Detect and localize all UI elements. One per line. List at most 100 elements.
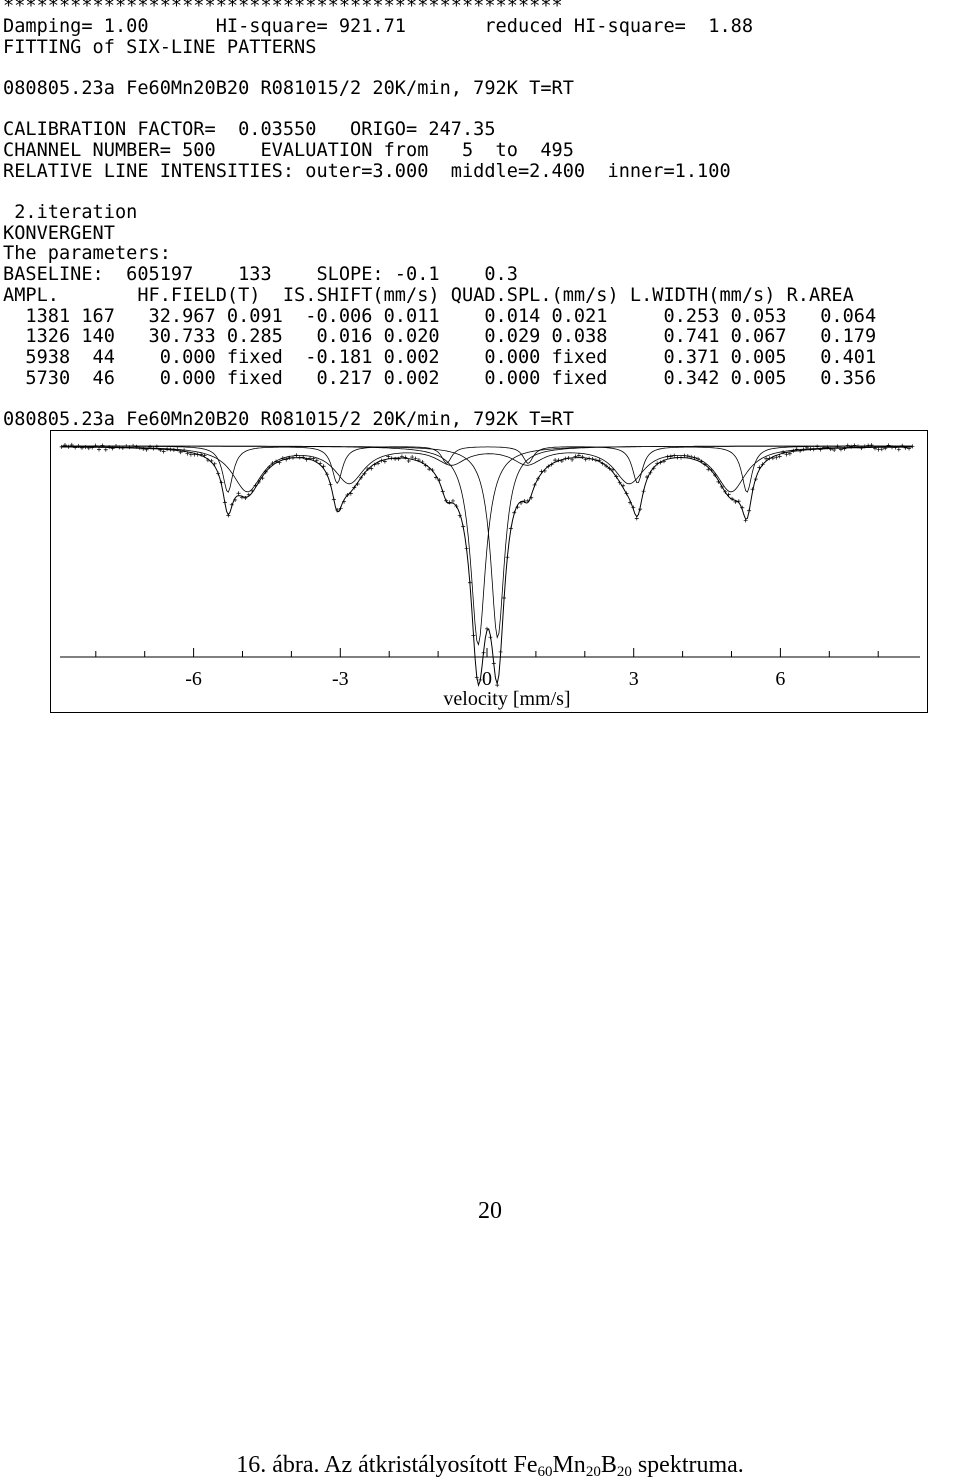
plot-frame	[50, 430, 928, 713]
data-point	[406, 459, 411, 464]
data-point	[491, 661, 496, 666]
data-point	[416, 458, 421, 463]
x-tick-label: -3	[331, 668, 349, 690]
data-point	[651, 466, 656, 471]
data-point	[73, 445, 78, 450]
data-point	[410, 455, 415, 460]
data-point	[610, 467, 615, 472]
data-point	[433, 475, 438, 480]
data-point	[141, 446, 146, 451]
data-point	[845, 443, 850, 448]
data-point	[76, 444, 81, 449]
data-point	[502, 596, 507, 601]
data-point	[188, 452, 193, 457]
data-point	[798, 448, 803, 453]
data-point	[730, 496, 735, 501]
caption-text-mn: Mn	[552, 1452, 586, 1478]
data-point	[638, 507, 643, 512]
data-point	[478, 677, 483, 682]
star-separator: ****************************************…	[3, 0, 563, 17]
data-point	[876, 447, 881, 452]
data-point	[546, 464, 551, 469]
data-point	[154, 444, 159, 449]
data-point	[811, 447, 816, 452]
data-point	[505, 555, 510, 560]
data-point	[747, 508, 752, 513]
data-point	[556, 458, 561, 463]
intensities-line: RELATIVE LINE INTENSITIES: outer=3.000 m…	[3, 161, 731, 182]
data-point	[764, 456, 769, 461]
data-point	[168, 447, 173, 452]
data-point	[195, 452, 200, 457]
data-point	[134, 444, 139, 449]
data-point	[522, 499, 527, 504]
data-point	[641, 489, 646, 494]
data-point	[342, 499, 347, 504]
channel-line: CHANNEL NUMBER= 500 EVALUATION from 5 to…	[3, 140, 574, 161]
data-point	[907, 446, 912, 451]
data-point	[396, 456, 401, 461]
data-point	[821, 445, 826, 450]
data-point	[604, 464, 609, 469]
data-point	[672, 453, 677, 458]
data-point	[682, 453, 687, 458]
data-point	[474, 675, 479, 680]
data-point	[420, 459, 425, 464]
data-point	[114, 443, 119, 448]
data-point	[90, 445, 95, 450]
data-point	[267, 465, 272, 470]
data-point	[308, 456, 313, 461]
x-tick-label: 6	[775, 668, 786, 690]
data-point	[702, 462, 707, 467]
data-point	[539, 469, 544, 474]
data-point	[512, 510, 517, 515]
data-point	[890, 445, 895, 450]
data-point	[212, 461, 217, 466]
data-point	[733, 499, 738, 504]
data-point	[532, 482, 537, 487]
data-point	[171, 447, 176, 452]
data-point	[219, 480, 224, 485]
data-point	[886, 443, 891, 448]
x-tick-label: -6	[185, 668, 202, 690]
data-point	[750, 487, 755, 492]
data-point	[294, 453, 299, 458]
data-point	[481, 650, 486, 655]
data-point	[893, 445, 898, 450]
figure-caption: 16. ábra. Az átkristályosított Fe60Mn20B…	[236, 1452, 744, 1481]
data-point	[66, 444, 71, 449]
data-point	[233, 497, 238, 502]
data-point	[158, 448, 163, 453]
iteration-line: 2.iteration	[3, 202, 138, 223]
caption-text-prefix: 16. ábra. Az átkristályosított Fe	[236, 1452, 538, 1478]
data-point	[199, 452, 204, 457]
data-point	[634, 516, 639, 521]
data-point	[774, 455, 779, 460]
data-point	[471, 633, 476, 638]
fitting-title: FITTING of SIX-LINE PATTERNS	[3, 37, 317, 58]
data-point	[280, 456, 285, 461]
table-row: 1326 140 30.733 0.285 0.016 0.020 0.029 …	[3, 326, 877, 347]
parameters-label: The parameters:	[3, 243, 171, 264]
data-point	[335, 507, 340, 512]
data-point	[787, 451, 792, 456]
data-point	[229, 502, 234, 507]
data-point	[903, 445, 908, 450]
data-point	[597, 458, 602, 463]
data-point	[794, 447, 799, 452]
data-point	[570, 457, 575, 462]
data-point	[144, 447, 149, 452]
data-point	[485, 626, 489, 631]
data-point	[896, 447, 901, 452]
data-point	[348, 491, 353, 496]
data-point	[600, 461, 605, 466]
data-point	[467, 580, 472, 585]
data-point	[706, 467, 711, 472]
data-point	[464, 546, 469, 551]
data-point	[859, 446, 864, 451]
data-point	[767, 456, 772, 461]
data-point	[263, 469, 268, 474]
data-point	[818, 447, 823, 452]
data-point	[318, 461, 323, 466]
data-point	[314, 458, 319, 463]
